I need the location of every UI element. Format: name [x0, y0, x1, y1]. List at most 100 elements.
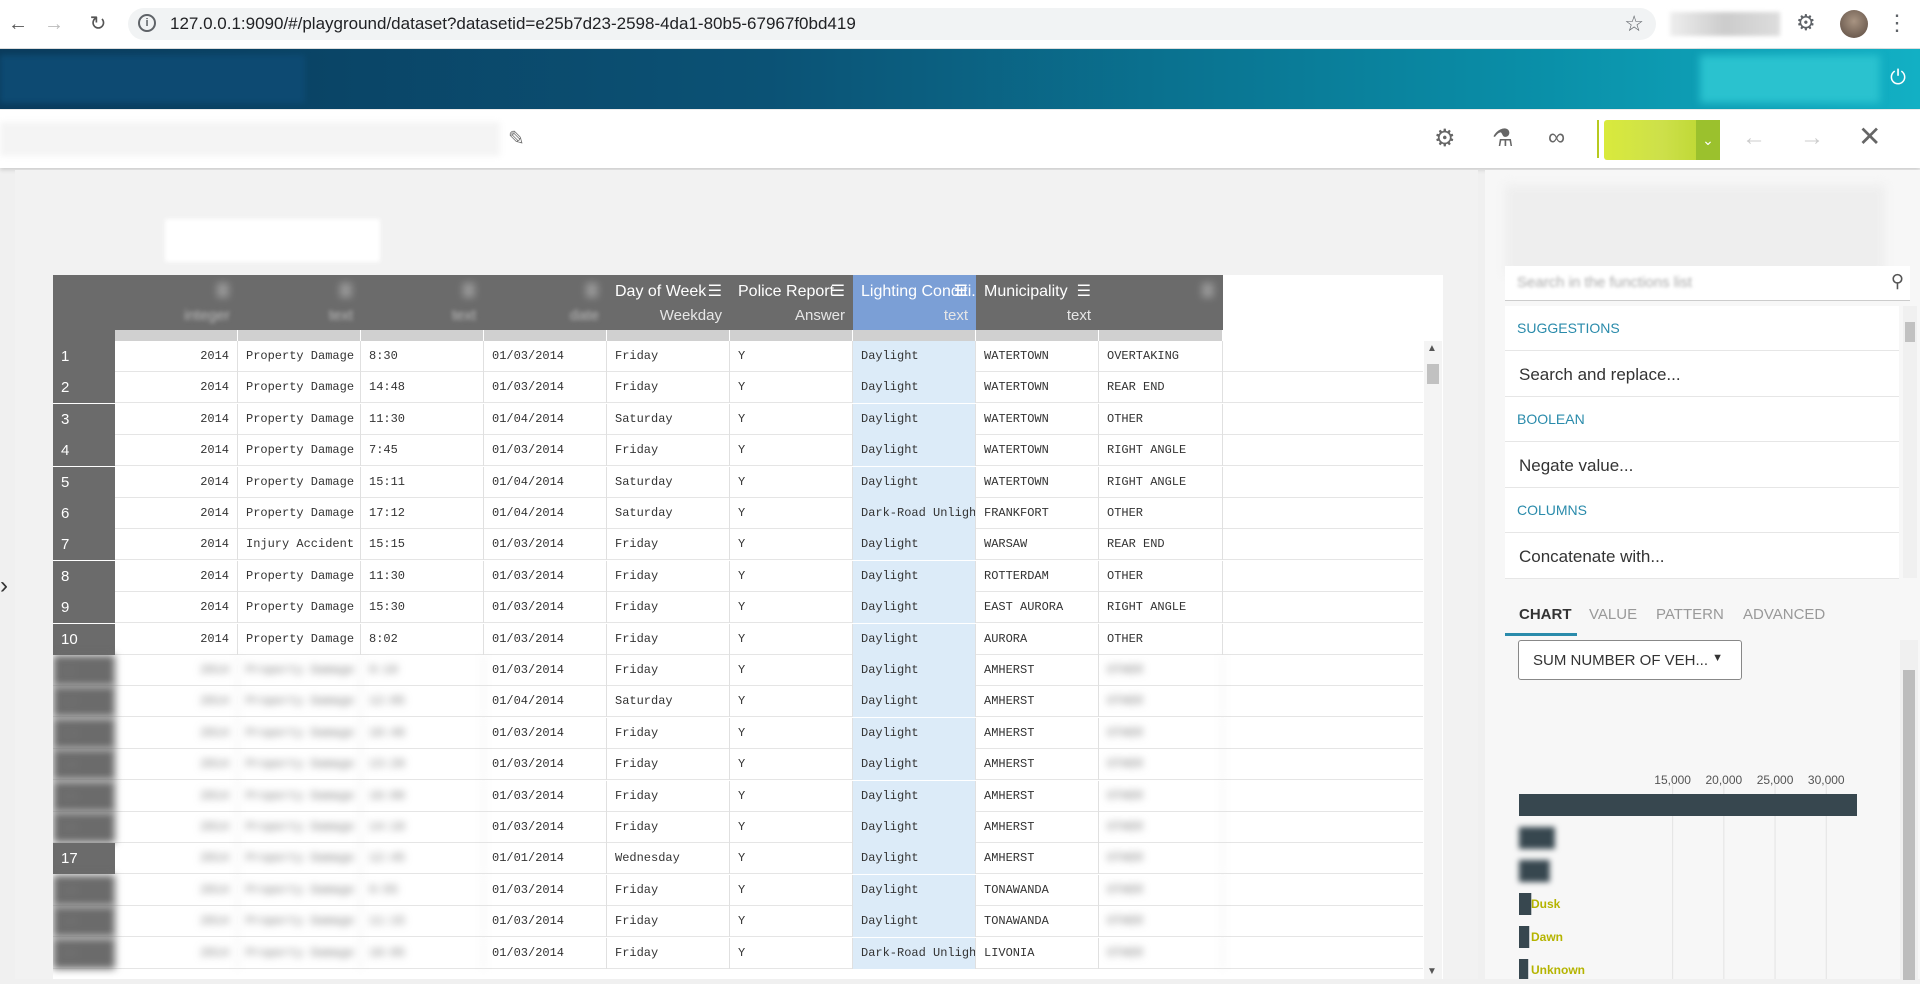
table-cell[interactable]: Y: [730, 686, 853, 718]
quality-bar[interactable]: [238, 330, 360, 341]
scroll-thumb[interactable]: [1903, 670, 1915, 980]
column-menu-icon[interactable]: ☰: [215, 283, 230, 300]
table-cell[interactable]: 15:11: [361, 466, 484, 498]
table-cell[interactable]: Daylight: [853, 874, 976, 906]
row-number[interactable]: 3: [53, 403, 115, 435]
row-number[interactable]: 7: [53, 529, 115, 561]
quality-bar[interactable]: [976, 330, 1098, 341]
row-number[interactable]: 6: [53, 498, 115, 529]
table-cell[interactable]: REAR END: [1099, 529, 1223, 561]
table-cell[interactable]: 2014: [115, 843, 238, 875]
table-cell[interactable]: Daylight: [853, 592, 976, 624]
quality-bar[interactable]: [484, 330, 606, 341]
table-cell[interactable]: 01/03/2014: [484, 655, 607, 686]
bar-label[interactable]: Dawn: [1531, 930, 1563, 944]
table-cell[interactable]: Property Damage Accident: [238, 937, 361, 969]
category-boolean[interactable]: BOOLEAN: [1505, 397, 1899, 442]
row-number[interactable]: 10: [53, 623, 115, 655]
chart-bar[interactable]: [1519, 926, 1530, 948]
header-user-area[interactable]: [1700, 55, 1880, 103]
table-cell[interactable]: Y: [730, 937, 853, 969]
table-cell[interactable]: 15:15: [361, 529, 484, 561]
table-cell[interactable]: Property Damage Accident: [238, 749, 361, 781]
table-cell[interactable]: Y: [730, 874, 853, 906]
table-cell[interactable]: 2014: [115, 717, 238, 749]
table-cell[interactable]: 2014: [115, 812, 238, 843]
table-cell[interactable]: Property Damage & Injury: [238, 372, 361, 404]
column-header[interactable]: Police Report ☰ Answer: [730, 275, 853, 330]
table-cell[interactable]: 18:05: [361, 937, 484, 969]
table-cell[interactable]: 7:45: [361, 435, 484, 467]
table-cell[interactable]: Property Damage Accident: [238, 906, 361, 938]
table-cell[interactable]: Y: [730, 623, 853, 655]
table-cell[interactable]: 17:12: [361, 498, 484, 529]
table-cell[interactable]: WATERTOWN: [976, 372, 1099, 404]
gear-icon[interactable]: ⚙: [1434, 125, 1456, 152]
table-cell[interactable]: Saturday: [607, 403, 730, 435]
tab-pattern[interactable]: PATTERN: [1656, 606, 1724, 623]
quality-bar[interactable]: [853, 330, 975, 341]
table-cell[interactable]: RIGHT ANGLE: [1099, 592, 1223, 624]
table-cell[interactable]: 01/03/2014: [484, 372, 607, 404]
table-cell[interactable]: Property Damage Accident: [238, 874, 361, 906]
function-concatenate[interactable]: Concatenate with...: [1505, 534, 1899, 579]
table-cell[interactable]: Y: [730, 780, 853, 812]
close-icon[interactable]: ✕: [1858, 121, 1882, 152]
table-cell[interactable]: Y: [730, 560, 853, 592]
table-cell[interactable]: 01/03/2014: [484, 529, 607, 561]
table-cell[interactable]: OTHER: [1099, 686, 1223, 718]
table-cell[interactable]: Saturday: [607, 466, 730, 498]
table-cell[interactable]: Daylight: [853, 341, 976, 372]
table-cell[interactable]: 9:10: [361, 655, 484, 686]
table-cell[interactable]: 01/03/2014: [484, 812, 607, 843]
table-cell[interactable]: 2014: [115, 560, 238, 592]
tab-advanced[interactable]: ADVANCED: [1743, 606, 1826, 623]
table-cell[interactable]: AMHERST: [976, 717, 1099, 749]
row-number[interactable]: 15: [53, 780, 115, 812]
table-cell[interactable]: OTHER: [1099, 749, 1223, 781]
column-header[interactable]: ☰: [1099, 275, 1223, 330]
table-cell[interactable]: 2014: [115, 592, 238, 624]
table-cell[interactable]: 2014: [115, 874, 238, 906]
table-cell[interactable]: Injury Accident: [238, 529, 361, 561]
table-cell[interactable]: AMHERST: [976, 812, 1099, 843]
column-header[interactable]: Day of Week ☰ Weekday: [607, 275, 730, 330]
table-cell[interactable]: Property Damage Accident: [238, 655, 361, 686]
table-cell[interactable]: Daylight: [853, 403, 976, 435]
search-icon[interactable]: ⚲: [1890, 271, 1904, 291]
table-cell[interactable]: WARSAW: [976, 529, 1099, 561]
table-cell[interactable]: Property Damage Accident: [238, 498, 361, 529]
column-name[interactable]: Police Report: [738, 283, 835, 300]
bookmark-star-icon[interactable]: ☆: [1624, 11, 1644, 36]
chevron-down-icon[interactable]: ⌄: [1696, 120, 1720, 160]
table-cell[interactable]: Y: [730, 843, 853, 875]
profile-avatar[interactable]: [1840, 10, 1868, 38]
grid-scrollbar[interactable]: ▲ ▼: [1424, 341, 1442, 979]
table-cell[interactable]: Friday: [607, 812, 730, 843]
table-cell[interactable]: Daylight: [853, 435, 976, 467]
table-cell[interactable]: 01/01/2014: [484, 843, 607, 875]
table-cell[interactable]: 2014: [115, 686, 238, 718]
table-cell[interactable]: 01/03/2014: [484, 623, 607, 655]
table-cell[interactable]: 01/03/2014: [484, 749, 607, 781]
table-cell[interactable]: 11:30: [361, 403, 484, 435]
table-cell[interactable]: 2014: [115, 529, 238, 561]
table-cell[interactable]: Property Damage Accident: [238, 466, 361, 498]
table-cell[interactable]: Saturday: [607, 498, 730, 529]
column-menu-icon[interactable]: ☰: [338, 283, 353, 300]
extensions-puzzle-icon[interactable]: ⚙: [1796, 10, 1816, 35]
table-cell[interactable]: 12:05: [361, 686, 484, 718]
table-cell[interactable]: Daylight: [853, 655, 976, 686]
table-cell[interactable]: Daylight: [853, 843, 976, 875]
table-cell[interactable]: Y: [730, 812, 853, 843]
chart-bar[interactable]: [1519, 860, 1550, 882]
table-cell[interactable]: AURORA: [976, 623, 1099, 655]
column-menu-icon[interactable]: ☰: [830, 283, 845, 300]
